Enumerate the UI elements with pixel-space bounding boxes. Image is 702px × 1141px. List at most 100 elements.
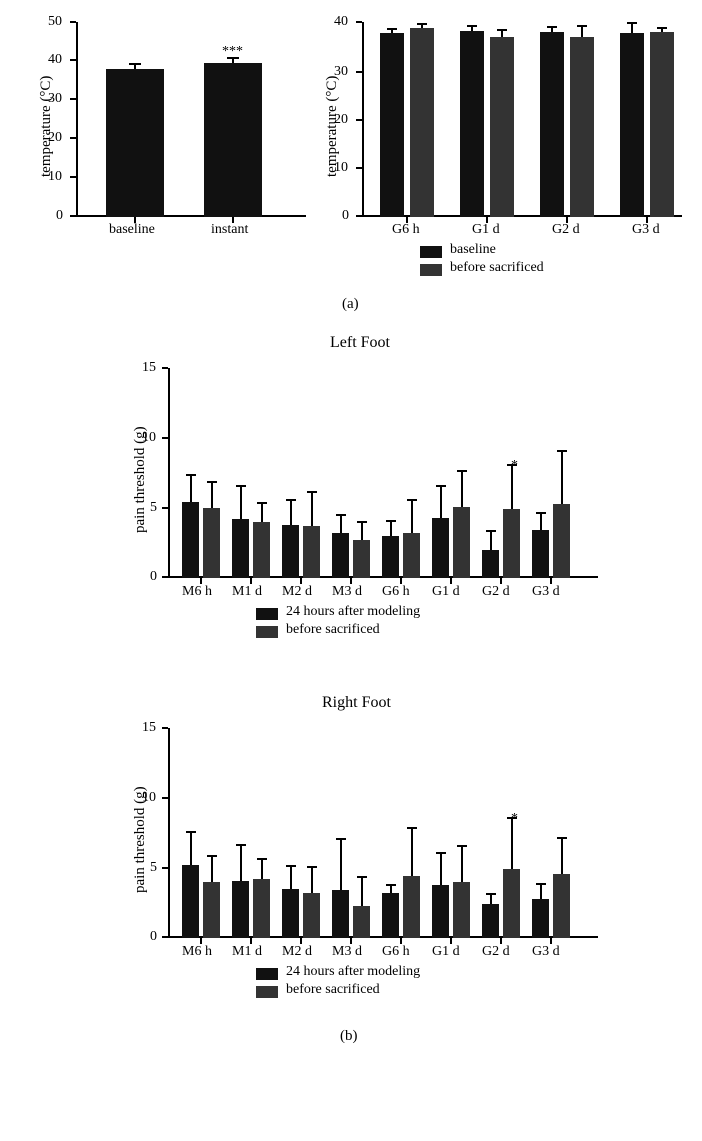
y-tick-label: 5 (150, 500, 157, 516)
bar (303, 526, 320, 578)
chart-title: Right Foot (322, 694, 391, 712)
x-tick-label: M3 d (332, 944, 362, 960)
error-bar (190, 476, 192, 503)
legend-label: before sacrificed (286, 982, 380, 998)
legend-swatch (420, 264, 442, 276)
bar (553, 504, 570, 578)
bar (353, 540, 370, 578)
error-cap (627, 22, 637, 24)
bar (482, 904, 499, 938)
bar (232, 881, 249, 938)
error-bar (190, 833, 192, 865)
error-cap (436, 852, 446, 854)
bar (380, 33, 404, 217)
error-cap (336, 838, 346, 840)
error-bar (311, 868, 313, 893)
x-tick-label: G6 h (382, 584, 410, 600)
y-tick (70, 137, 76, 139)
bar (203, 508, 220, 578)
y-axis (168, 728, 170, 938)
bar (382, 536, 399, 578)
error-bar (411, 501, 413, 533)
bar (303, 893, 320, 938)
x-tick-label: G2 d (482, 944, 510, 960)
error-cap (357, 521, 367, 523)
y-axis-label: pain threshold (g) (132, 786, 149, 893)
bar (503, 869, 520, 938)
error-cap (186, 474, 196, 476)
bar (353, 906, 370, 938)
error-bar (561, 452, 563, 504)
error-bar (361, 878, 363, 906)
y-axis-label: pain threshold (g) (132, 426, 149, 533)
y-tick (356, 167, 362, 169)
y-tick (70, 59, 76, 61)
legend-label: 24 hours after modeling (286, 964, 420, 980)
x-tick-label: G6 h (382, 944, 410, 960)
chart-left-foot: 0 5 10 15 pain threshold (g) M6 hM1 dM2 … (168, 368, 598, 578)
error-cap (207, 855, 217, 857)
y-tick-label: 15 (142, 360, 156, 376)
error-bar (540, 885, 542, 899)
x-tick-label: M3 d (332, 584, 362, 600)
error-cap (536, 512, 546, 514)
bar (332, 533, 349, 578)
error-bar (290, 501, 292, 525)
bar (282, 525, 299, 578)
x-tick-label: G6 h (392, 222, 420, 238)
bar (182, 502, 199, 578)
error-cap (407, 827, 417, 829)
error-bar (561, 839, 563, 874)
error-bar (461, 472, 463, 507)
error-cap (207, 481, 217, 483)
x-tick-label: instant (211, 222, 248, 238)
x-tick-label: baseline (109, 222, 155, 238)
error-bar (540, 514, 542, 531)
error-cap (386, 520, 396, 522)
x-tick-label: M2 d (282, 584, 312, 600)
bar (540, 32, 564, 217)
error-cap (497, 29, 507, 31)
error-cap (307, 866, 317, 868)
error-cap (407, 499, 417, 501)
bar (232, 519, 249, 578)
bar (532, 899, 549, 938)
y-tick (70, 176, 76, 178)
legend-label: before sacrificed (450, 260, 544, 276)
y-tick (356, 215, 362, 217)
y-tick-label: 50 (48, 14, 62, 30)
y-tick-label: 15 (142, 720, 156, 736)
legend-label: baseline (450, 242, 496, 258)
error-cap (286, 865, 296, 867)
error-cap (186, 831, 196, 833)
bar (182, 865, 199, 938)
y-tick (70, 98, 76, 100)
error-bar (211, 483, 213, 508)
bar (432, 518, 449, 578)
error-cap (336, 514, 346, 516)
bar (620, 33, 644, 217)
error-cap (457, 845, 467, 847)
y-tick (356, 21, 362, 23)
y-tick (162, 936, 168, 938)
error-cap (387, 28, 397, 30)
y-axis (362, 22, 364, 217)
x-tick-label: M1 d (232, 584, 262, 600)
bar (532, 530, 549, 578)
error-bar (261, 504, 263, 522)
y-tick (162, 727, 168, 729)
error-cap (417, 23, 427, 25)
error-bar (461, 847, 463, 882)
bar-instant (204, 63, 262, 217)
error-bar (290, 867, 292, 889)
error-bar (311, 493, 313, 527)
bar (282, 889, 299, 938)
error-cap (236, 485, 246, 487)
chart-title: Left Foot (330, 334, 390, 352)
error-bar (211, 857, 213, 882)
x-tick-label: G1 d (472, 222, 500, 238)
error-cap (286, 499, 296, 501)
y-tick (162, 797, 168, 799)
bar (432, 885, 449, 938)
x-tick-label: G2 d (552, 222, 580, 238)
